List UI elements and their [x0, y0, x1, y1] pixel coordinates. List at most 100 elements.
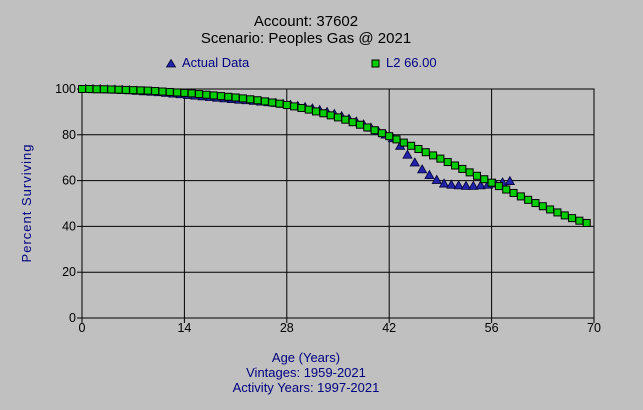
data-point-square — [143, 86, 152, 95]
data-point-square — [531, 199, 540, 208]
y-tick-label: 20 — [62, 265, 76, 279]
y-tick-label: 100 — [55, 82, 76, 96]
data-point-square — [370, 126, 379, 135]
data-point-square — [92, 85, 101, 94]
data-point-square — [304, 105, 313, 114]
x-tick-label: 28 — [280, 321, 294, 335]
legend-label-actual-data: Actual Data — [182, 55, 250, 70]
data-point-square — [553, 208, 562, 217]
data-point-square — [121, 85, 130, 94]
data-point-square — [516, 192, 525, 201]
data-point-triangle — [438, 178, 450, 188]
data-point-square — [297, 104, 306, 113]
data-point-square — [202, 90, 211, 99]
data-point-triangle — [475, 180, 486, 190]
x-tick-label: 70 — [587, 321, 601, 335]
x-tick-label: 0 — [79, 321, 86, 335]
y-tick-label: 0 — [69, 311, 76, 325]
data-point-square — [429, 151, 438, 160]
data-point-square — [158, 87, 167, 96]
y-tick-label: 60 — [62, 174, 76, 188]
data-point-square — [231, 93, 240, 102]
data-point-square — [136, 86, 145, 95]
data-point-square — [480, 175, 489, 184]
data-point-square — [216, 92, 225, 101]
legend-item-actual-data: Actual Data — [166, 56, 249, 70]
activity-years-caption: Activity Years: 1997-2021 — [232, 380, 380, 395]
chart-title-account: Account: 37602 — [253, 13, 359, 30]
data-point-square — [275, 99, 284, 108]
data-point-square — [465, 168, 474, 177]
data-point-square — [494, 182, 503, 191]
data-point-square — [414, 144, 423, 153]
data-point-square — [268, 98, 277, 107]
data-point-square — [238, 94, 247, 103]
data-point-square — [348, 118, 357, 127]
data-point-square — [560, 211, 569, 220]
y-tick-label: 40 — [62, 219, 76, 233]
chart-title-scenario: Scenario: Peoples Gas @ 2021 — [200, 30, 412, 47]
data-point-square — [385, 132, 394, 141]
data-point-square — [114, 85, 123, 94]
data-point-square — [502, 185, 511, 194]
data-point-square — [487, 178, 496, 187]
x-tick-label: 14 — [177, 321, 191, 335]
vintages-caption: Vintages: 1959-2021 — [246, 365, 366, 380]
data-point-triangle — [453, 180, 464, 190]
data-point-square — [187, 89, 196, 98]
x-tick-label: 42 — [382, 321, 396, 335]
data-point-square — [443, 158, 452, 167]
data-point-square — [582, 218, 591, 227]
data-point-square — [451, 161, 460, 170]
data-point-square — [538, 202, 547, 211]
data-point-square — [290, 102, 299, 111]
data-point-square — [458, 164, 467, 173]
x-tick-label: 56 — [485, 321, 499, 335]
data-point-square — [407, 141, 416, 150]
data-point-square — [355, 120, 364, 129]
data-point-square — [399, 138, 408, 147]
triangle-icon — [166, 58, 176, 67]
data-point-square — [129, 86, 138, 95]
data-point-square — [260, 97, 269, 106]
data-point-square — [334, 113, 342, 122]
data-point-square — [180, 88, 189, 97]
data-point-square — [224, 92, 233, 101]
x-axis-title: Age (Years) — [271, 350, 341, 365]
data-point-square — [421, 148, 430, 157]
y-tick-label: 80 — [62, 128, 76, 142]
data-point-square — [341, 115, 350, 124]
data-point-square — [568, 214, 577, 223]
data-point-square — [151, 87, 160, 96]
data-point-square — [436, 154, 445, 163]
data-point-triangle — [504, 175, 516, 185]
data-point-square — [312, 107, 321, 116]
data-point-triangle — [431, 174, 442, 184]
square-icon — [371, 59, 380, 67]
data-point-square — [363, 123, 372, 132]
data-point-square — [99, 85, 108, 94]
data-point-square — [165, 87, 174, 96]
data-point-triangle — [446, 179, 457, 189]
data-point-square — [546, 205, 555, 214]
data-point-square — [246, 95, 255, 104]
data-point-square — [85, 85, 94, 93]
data-point-square — [253, 96, 262, 105]
data-point-square — [392, 135, 401, 144]
plot-border — [81, 88, 595, 319]
data-point-triangle — [460, 180, 472, 190]
legend-item-l2-curve: L2 66.00 — [371, 56, 437, 70]
data-point-square — [524, 195, 533, 204]
data-point-square — [209, 91, 218, 100]
data-point-triangle — [409, 157, 420, 167]
data-point-square — [319, 109, 328, 118]
data-point-triangle — [468, 180, 479, 190]
data-point-square — [173, 88, 182, 97]
data-point-square — [377, 129, 386, 138]
data-point-triangle — [416, 164, 428, 174]
data-point-square — [472, 171, 481, 180]
data-point-square — [326, 111, 335, 120]
data-point-square — [195, 90, 204, 99]
data-point-triangle — [402, 149, 413, 159]
